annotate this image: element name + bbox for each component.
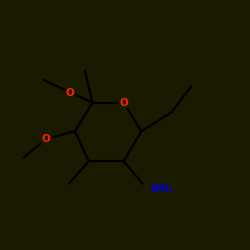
Text: O: O (120, 98, 128, 108)
Text: O: O (42, 134, 50, 144)
Text: NH₂: NH₂ (151, 184, 173, 194)
Text: O: O (66, 88, 74, 98)
